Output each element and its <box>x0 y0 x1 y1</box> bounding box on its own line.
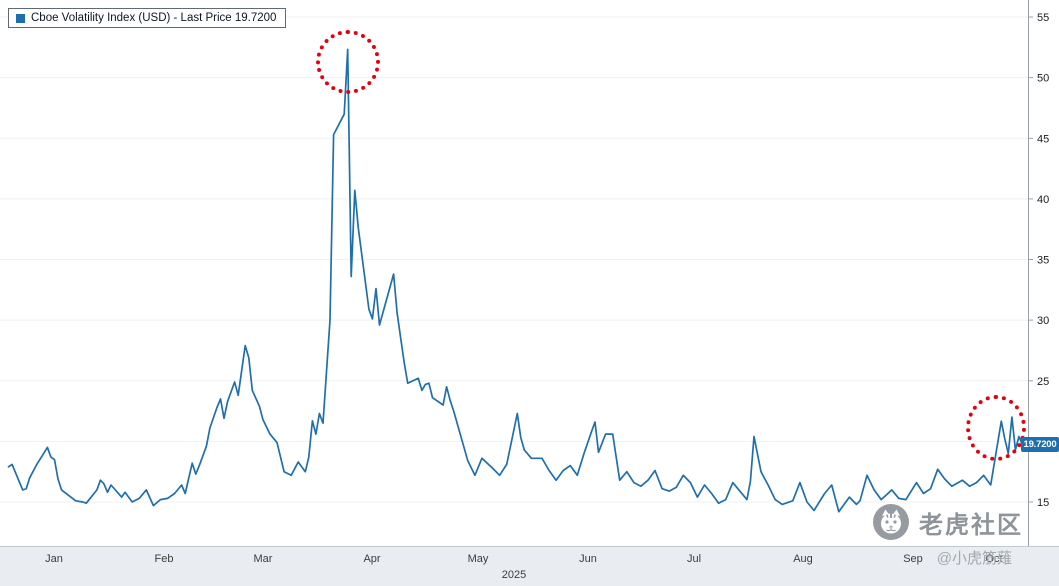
y-axis-tick-label: 50 <box>1037 73 1049 85</box>
last-price-tag: 19.7200 <box>1021 437 1059 452</box>
y-axis-tick-label: 35 <box>1037 255 1049 267</box>
x-axis-month-label: Jun <box>579 553 597 565</box>
y-axis-tick-label: 40 <box>1037 194 1049 206</box>
legend-series-marker-icon <box>16 13 25 23</box>
annotation-circle-latest-price-icon <box>966 395 1026 461</box>
y-axis-tick-label: 25 <box>1037 376 1049 388</box>
x-axis-month-label: May <box>467 553 489 565</box>
x-axis-month-label: Oct <box>985 553 1003 565</box>
watermark-user-handle: @小虎筋薙 <box>936 550 1012 567</box>
watermark-brand-text: 老虎社区 <box>919 511 1023 539</box>
x-axis-month-label: Apr <box>363 553 381 565</box>
y-axis-tick-label: 45 <box>1037 133 1049 145</box>
x-axis: 2025 Jan Feb Mar Apr May Jun Jul Aug Sep Oct <box>0 546 1059 586</box>
y-axis-tick-label: 30 <box>1037 315 1049 327</box>
annotation-circle-april-peak-icon <box>316 30 380 94</box>
x-axis-month-label: Sep <box>903 553 923 565</box>
watermark: 老虎社区 <box>872 503 1023 541</box>
x-axis-month-label: Jul <box>686 553 702 565</box>
legend-series-label: Cboe Volatility Index (USD) - Last Price… <box>31 12 277 24</box>
x-axis-month-label: Aug <box>793 553 813 565</box>
tiger-community-logo-icon <box>872 503 910 541</box>
x-axis-month-label: Jan <box>45 553 63 565</box>
y-axis-tick-label: 15 <box>1037 497 1049 509</box>
chart-legend: Cboe Volatility Index (USD) - Last Price… <box>8 8 287 28</box>
x-axis-month-label: Feb <box>154 553 174 565</box>
y-axis-tick-label: 55 <box>1037 12 1049 24</box>
x-axis-year-label: 2025 <box>501 569 527 581</box>
x-axis-month-label: Mar <box>253 553 273 565</box>
